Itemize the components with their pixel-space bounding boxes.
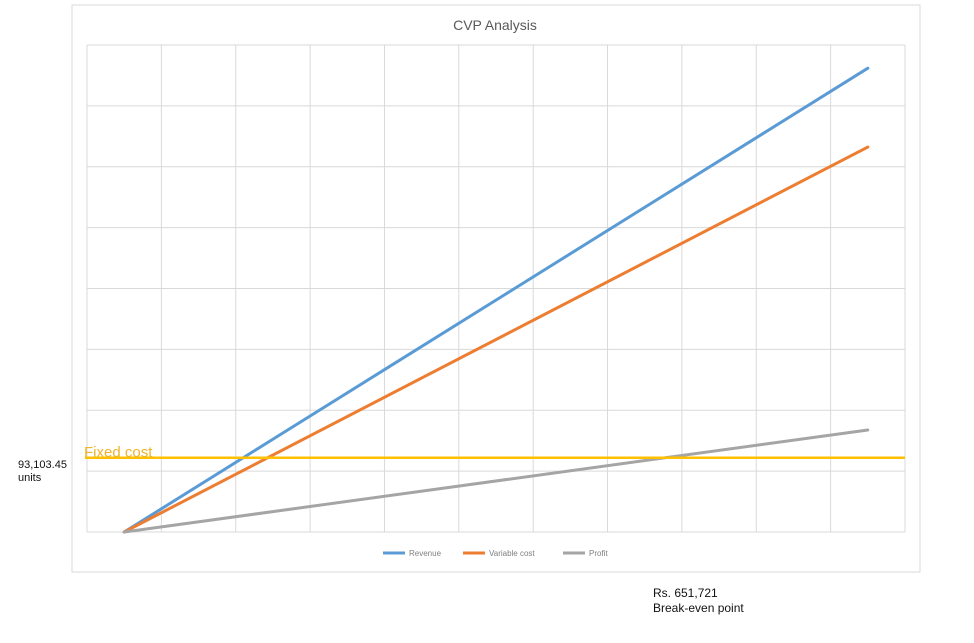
chart-title: CVP Analysis bbox=[453, 17, 537, 33]
breakeven-label: Break-even point bbox=[653, 601, 744, 615]
series-lines bbox=[85, 66, 905, 534]
fixed-cost-label: Fixed cost bbox=[84, 444, 153, 461]
units-value: 93,103.45 bbox=[18, 459, 67, 471]
units-label: units bbox=[18, 472, 42, 484]
breakeven-value: Rs. 651,721 bbox=[653, 586, 718, 600]
series-line-revenue bbox=[122, 66, 870, 534]
legend: Revenue Variable cost Profit bbox=[383, 549, 608, 558]
units-annotation: 93,103.45 units bbox=[18, 459, 67, 485]
legend-label-variable-cost: Variable cost bbox=[489, 549, 535, 558]
breakeven-annotation: Rs. 651,721 Break-even point bbox=[653, 586, 744, 616]
legend-label-revenue: Revenue bbox=[409, 549, 442, 558]
gridlines bbox=[86, 44, 906, 533]
series-line-profit bbox=[122, 428, 870, 534]
series-line-variable-cost bbox=[122, 145, 870, 534]
legend-label-profit: Profit bbox=[589, 549, 608, 558]
